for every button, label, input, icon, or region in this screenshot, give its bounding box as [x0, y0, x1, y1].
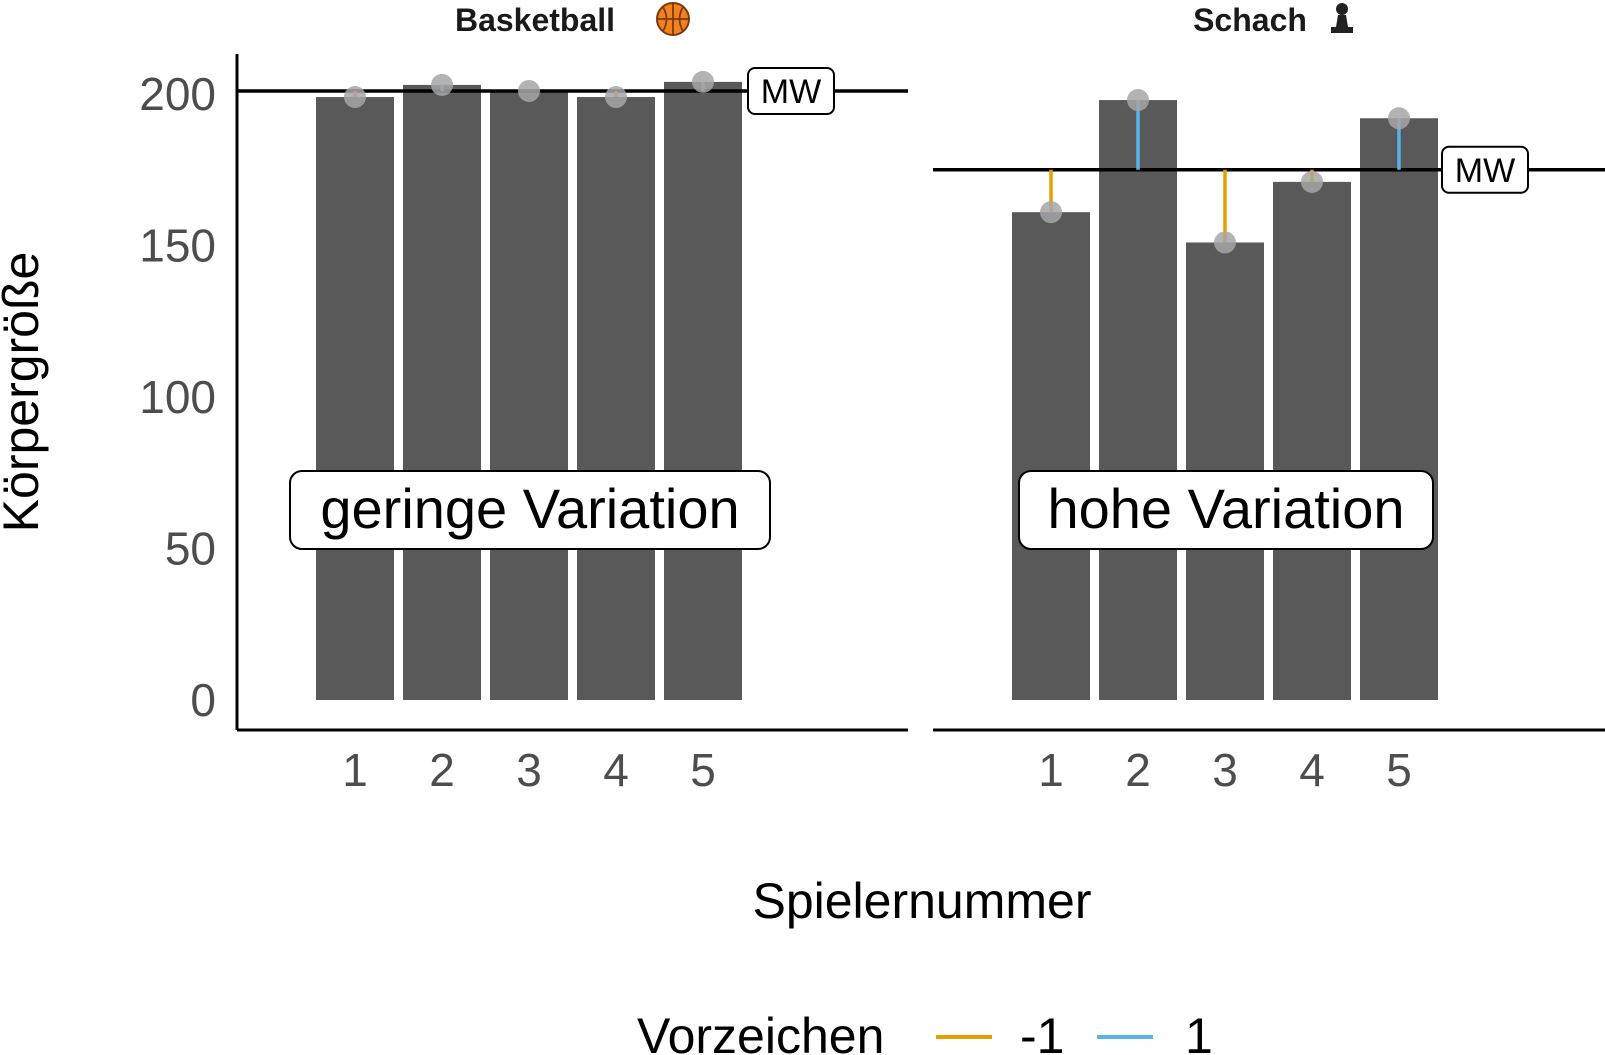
data-point — [1301, 170, 1323, 193]
y-tick-label: 200 — [139, 68, 216, 120]
facet-schach: MW hohe Variation 1 2 3 4 5 — [933, 89, 1605, 796]
x-tick-label: 1 — [342, 744, 368, 796]
mean-label-box — [1441, 145, 1529, 194]
data-point — [1127, 89, 1149, 112]
annotation-box — [1018, 470, 1434, 550]
x-tick-label: 5 — [1386, 744, 1412, 796]
bar — [1099, 100, 1177, 700]
y-tick-labels: 0 50 100 150 200 — [139, 68, 216, 726]
x-axis-title: Spielernummer — [752, 873, 1091, 929]
bar — [403, 84, 481, 700]
bar — [1273, 181, 1351, 700]
data-point — [431, 73, 453, 96]
annotation-label: hohe Variation — [1048, 477, 1405, 540]
data-point — [605, 86, 627, 109]
y-tick-label: 50 — [165, 523, 216, 575]
annotation-label: geringe Variation — [320, 477, 739, 540]
bar — [490, 90, 568, 701]
basketball-icon — [656, 2, 690, 36]
data-point — [1388, 107, 1410, 130]
data-point — [344, 86, 366, 109]
facet-basketball: MW geringe Variation 1 2 3 4 5 — [237, 66, 908, 796]
legend: Vorzeichen -1 1 — [637, 1008, 1213, 1055]
legend-label-positive: 1 — [1185, 1008, 1213, 1055]
x-tick-label: 2 — [429, 744, 455, 796]
x-tick-label: 1 — [1038, 744, 1064, 796]
x-tick-label: 4 — [1299, 744, 1325, 796]
facet-title-schach: Schach — [1193, 2, 1307, 38]
y-axis-title: Körpergröße — [0, 252, 49, 533]
annotation-box — [289, 470, 771, 550]
data-point — [518, 79, 540, 102]
bar — [664, 81, 742, 700]
x-tick-label: 4 — [603, 744, 629, 796]
y-tick-label: 0 — [190, 674, 216, 726]
x-tick-label: 5 — [690, 744, 716, 796]
data-point — [692, 70, 714, 93]
legend-title: Vorzeichen — [637, 1008, 884, 1055]
mean-label-box — [747, 66, 835, 115]
y-tick-label: 150 — [139, 220, 216, 272]
bar — [316, 97, 394, 700]
legend-label-negative: -1 — [1020, 1008, 1064, 1055]
x-tick-label: 3 — [1212, 744, 1238, 796]
x-tick-label: 3 — [516, 744, 542, 796]
mean-label: MW — [761, 73, 821, 111]
data-point — [1214, 231, 1236, 254]
data-point — [1040, 201, 1062, 224]
chess-pawn-icon — [1331, 3, 1353, 33]
bar — [577, 97, 655, 700]
y-tick-label: 100 — [139, 371, 216, 423]
bar — [1012, 212, 1090, 701]
x-tick-label: 2 — [1125, 744, 1151, 796]
bar — [1360, 118, 1438, 701]
facet-title-basketball: Basketball — [455, 2, 615, 38]
mean-label: MW — [1455, 152, 1515, 190]
